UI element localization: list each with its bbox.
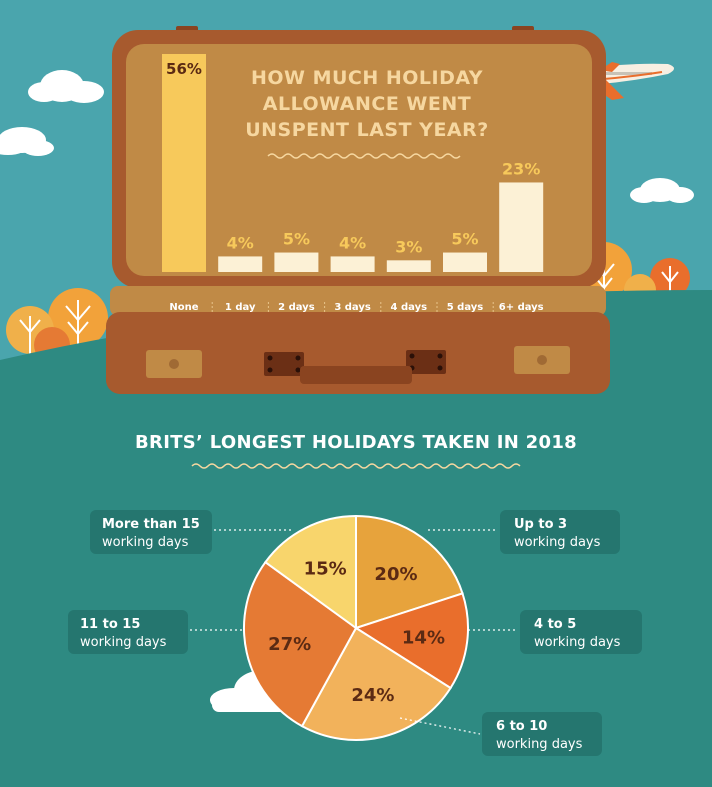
pie-label-subtitle-1: working days	[514, 535, 601, 550]
pie-label-subtitle-2: working days	[534, 635, 621, 650]
pie-label-title-5: More than 15	[102, 517, 200, 532]
pie-chart: 20% Up to 3 working days 14% 4 to 5 working d…	[68, 510, 642, 756]
bar-4	[330, 256, 375, 272]
cloud-left-lower-icon	[0, 127, 54, 156]
bar-chart-title-line-1: HOW MUCH HOLIDAY	[251, 67, 483, 89]
pie-value-label-1: 20%	[374, 564, 417, 585]
suitcase-shelf	[110, 286, 606, 316]
pie-slice-1	[355, 514, 464, 630]
bar-chart-title-line-3: UNSPENT LAST YEAR?	[245, 119, 489, 141]
pie-label-title-3: 6 to 10	[496, 719, 547, 734]
pie-label-subtitle-4: working days	[80, 635, 167, 650]
pie-chart-title-squiggle	[191, 463, 521, 469]
pie-chart-title: BRITS’ LONGEST HOLIDAYS TAKEN IN 2018	[135, 432, 577, 469]
pie-label-box-3	[482, 712, 602, 756]
pie-leader-line-3	[399, 717, 481, 735]
bar-chart-title-line-2: ALLOWANCE WENT	[263, 93, 471, 115]
suitcase-hinge-left	[264, 352, 304, 376]
pie-chart-title-text: BRITS’ LONGEST HOLIDAYS TAKEN IN 2018	[135, 432, 577, 453]
trees-left	[6, 288, 108, 363]
pie-label-subtitle-3: working days	[496, 737, 583, 752]
pie-label-box-2	[520, 610, 642, 654]
cloud-left-icon	[28, 70, 104, 103]
bar-value-label-5: 3%	[395, 237, 422, 256]
bar-value-label-3: 5%	[283, 230, 310, 249]
bar-1	[162, 54, 206, 272]
suitcase-base	[106, 312, 610, 394]
pie-slice-5	[263, 514, 357, 630]
pie-slice-4	[243, 560, 358, 728]
bar-7	[499, 182, 544, 272]
bar-value-label-2: 4%	[227, 233, 254, 252]
bar-category-label-6: 5 days	[447, 302, 484, 313]
pie-value-label-4: 27%	[268, 634, 311, 655]
pie-label-box-1	[500, 510, 620, 554]
cloud-right-icon	[630, 178, 694, 203]
bar-chart-title-squiggle	[267, 153, 461, 159]
bar-category-label-5: 4 days	[391, 302, 428, 313]
pie-value-label-2: 14%	[402, 628, 445, 649]
bar-value-label-4: 4%	[339, 233, 366, 252]
suitcase-handle	[300, 366, 412, 384]
bar-5	[386, 260, 431, 272]
pie-label-title-4: 11 to 15	[80, 617, 140, 632]
bar-6	[443, 252, 487, 272]
pie-label-title-1: Up to 3	[514, 517, 567, 532]
bar-category-label-2: 1 day	[225, 302, 256, 313]
pie-slice-3	[300, 626, 452, 741]
pie-value-label-3: 24%	[351, 685, 394, 706]
bar-category-label-3: 2 days	[278, 302, 315, 313]
bar-chart-title: HOW MUCH HOLIDAY ALLOWANCE WENT UNSPENT …	[245, 67, 489, 159]
bar-value-label-6: 5%	[451, 230, 478, 249]
bar-value-label-1: 56%	[166, 60, 202, 78]
bar-category-label-7: 6+ days	[499, 302, 544, 313]
bar-value-label-7: 23%	[502, 159, 540, 178]
bar-2	[218, 256, 263, 272]
bar-chart: 56% None 4% 1 day 5% 2 days 4% 3 days 3% 4 days 5%…	[162, 54, 544, 314]
suitcase-hinge-right	[406, 350, 446, 374]
pie-slice-2	[353, 592, 469, 690]
pie-value-label-5: 15%	[304, 558, 347, 579]
pie-label-subtitle-5: working days	[102, 535, 189, 550]
suitcase	[106, 26, 610, 394]
pie-label-box-4	[68, 610, 188, 654]
bar-category-label-4: 3 days	[334, 302, 371, 313]
pie-label-title-2: 4 to 5	[534, 617, 576, 632]
bar-3	[274, 252, 319, 272]
bar-category-label-1: None	[169, 302, 198, 313]
suitcase-lid-inner	[126, 44, 592, 276]
pie-label-box-5	[90, 510, 212, 554]
